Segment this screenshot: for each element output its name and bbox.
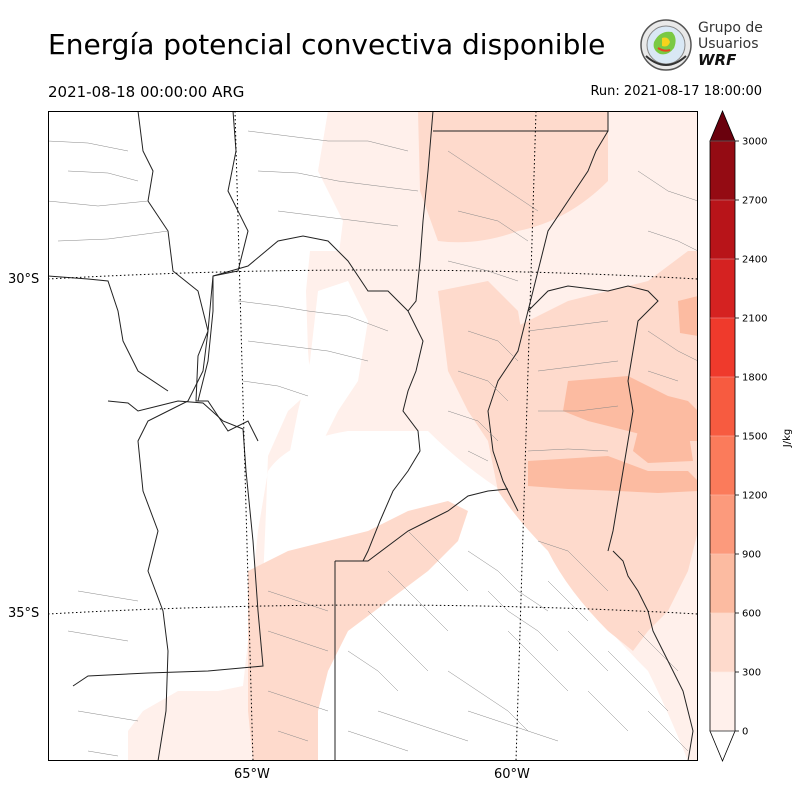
colorbar-tick-label: 0 [742, 727, 748, 738]
lon-label-60w: 60°W [494, 767, 530, 782]
colorbar-segment [710, 377, 735, 437]
cape-fill-0-300 [128, 111, 698, 761]
colorbar-tick-label: 2400 [742, 255, 767, 266]
logo-line-1: Grupo de [698, 20, 763, 36]
colorbar-tick-label: 1500 [742, 432, 767, 443]
colorbar-tick-label: 2100 [742, 314, 767, 325]
cape-fill-600-900-d [678, 296, 698, 336]
cape-fill-300-600-center [438, 281, 528, 431]
colorbar: 0 300 600 900 1200 1500 1800 2100 2400 2700 3000 J… [709, 109, 793, 763]
colorbar-segment [710, 436, 735, 496]
cape-fill-600-900-a [563, 376, 698, 441]
lon-label-65w: 65°W [234, 767, 270, 782]
valid-time: 2021-08-18 00:00:00 ARG [48, 83, 245, 101]
colorbar-tick-label: 300 [742, 668, 761, 679]
graticule [48, 111, 698, 761]
colorbar-tick-label: 600 [742, 609, 761, 620]
colorbar-segment [710, 495, 735, 555]
colorbar-tick-label: 900 [742, 550, 761, 561]
colorbar-segment [710, 672, 735, 732]
colorbar-segment [710, 318, 735, 378]
logo-line-2: Usuarios [698, 36, 759, 52]
globe-emblem-icon [640, 19, 692, 71]
colorbar-segment [710, 613, 735, 673]
lat-label-35s: 35°S [8, 606, 40, 621]
logo-line-3: WRF [698, 51, 737, 69]
colorbar-tick-label: 2700 [742, 196, 767, 207]
colorbar-segment [710, 259, 735, 319]
colorbar-segment [710, 554, 735, 614]
colorbar-label: J/kg [782, 429, 793, 448]
department-borders [48, 130, 698, 757]
colorbar-max-arrow [709, 109, 736, 142]
map-title: Energía potencial convectiva disponible [48, 28, 606, 61]
colorbar-tick-label: 1200 [742, 491, 767, 502]
cape-map [48, 111, 698, 761]
coastline [612, 550, 694, 761]
run-time: Run: 2021-08-17 18:00:00 [590, 84, 762, 99]
cape-fill-600-900-b [528, 456, 698, 493]
cape-fill-600-900-c [633, 429, 693, 463]
lat-label-30s: 30°S [8, 272, 40, 287]
colorbar-tick-label: 3000 [742, 137, 767, 148]
cape-fill-300-600-north [418, 111, 608, 243]
colorbar-segment [710, 200, 735, 260]
colorbar-min-arrow [709, 730, 736, 763]
province-borders [48, 111, 659, 761]
wrf-logo: Grupo de Usuarios WRF [638, 18, 768, 74]
cape-fill-300-600-southwest [248, 501, 468, 761]
colorbar-segment [710, 141, 735, 201]
colorbar-tick-label: 1800 [742, 373, 767, 384]
